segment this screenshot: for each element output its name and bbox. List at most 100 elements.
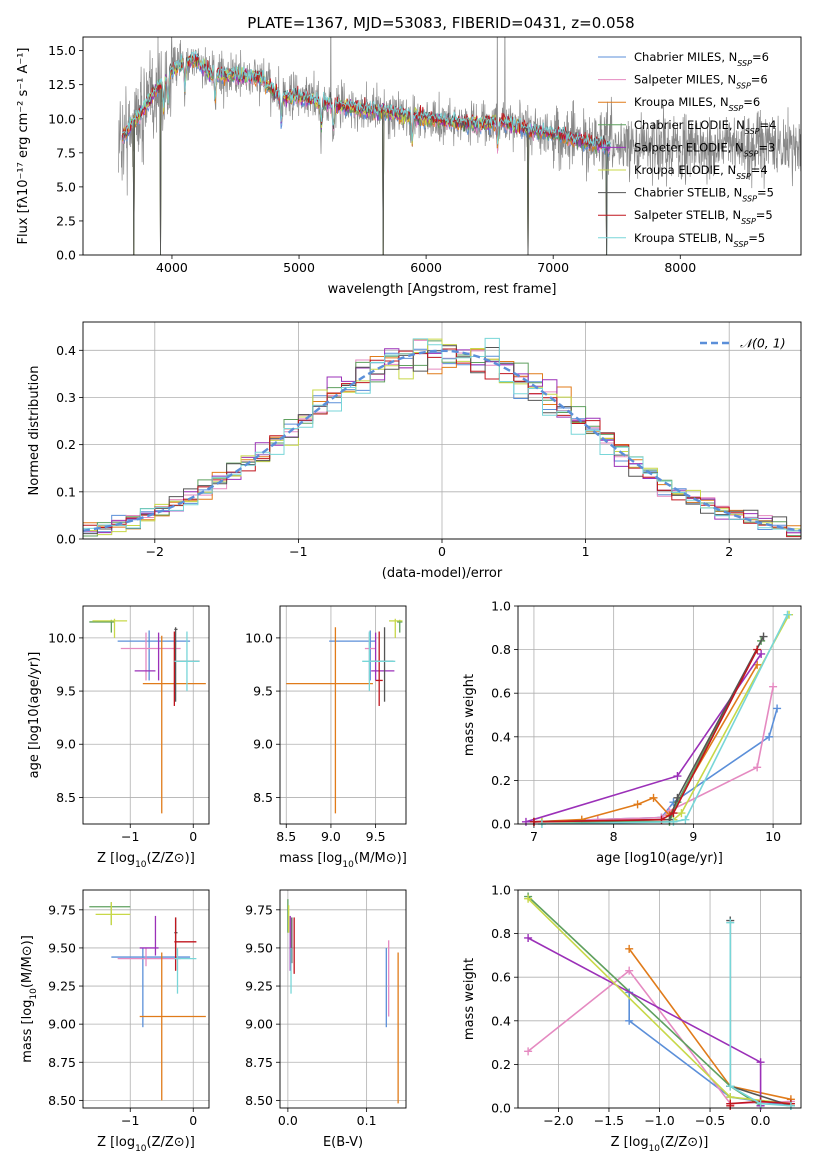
- y-axis-label: mass weight: [462, 958, 477, 1040]
- series-marker-4: [524, 933, 533, 942]
- legend-label-n: =6: [751, 73, 768, 87]
- y-axis-label-sub: 10: [29, 988, 39, 1000]
- y-tick-label: 9.00: [48, 1017, 76, 1032]
- series-marker-4: [756, 1058, 765, 1067]
- y-axis-label-part: mass [log: [20, 1000, 35, 1063]
- legend-label-sub: SSP: [736, 172, 751, 181]
- y-tick-label: 8.5: [56, 790, 76, 805]
- y-axis-label: Normed distribution: [27, 366, 42, 496]
- y-tick-label: 0.3: [56, 390, 76, 405]
- axes-frame: [517, 889, 802, 1109]
- y-tick-label: 9.0: [56, 737, 76, 752]
- x-tick-label: 9: [689, 829, 697, 844]
- legend-label-text: Kroupa ELODIE, N: [634, 163, 736, 177]
- y-tick-label: 0.8: [491, 926, 511, 941]
- panel-age-vs-mass: 8.5 9.0 9.5 8.5 9.0 9.5 10.0 mass [log10(M/M⊙)]: [245, 605, 407, 870]
- series-line-3: [527, 895, 762, 1107]
- axes-frame: [279, 605, 407, 825]
- y-tick-label: 7.5: [56, 145, 76, 160]
- x-axis-label: E(B-V): [323, 1135, 363, 1150]
- legend-label-text: Salpeter MILES, N: [634, 73, 736, 87]
- x-tick-label: 7: [530, 829, 538, 844]
- x-axis-label-sub: 10: [342, 860, 354, 870]
- axes-frame: [82, 36, 802, 256]
- series-line-8: [541, 614, 789, 824]
- y-tick-label: 9.5: [253, 684, 273, 699]
- legend-label-sub: SSP: [734, 239, 749, 248]
- y-tick-label: 12.5: [48, 77, 76, 92]
- x-axis-label-part: Z [log: [97, 851, 135, 866]
- y-tick-label: 0.4: [491, 1013, 511, 1028]
- x-axis-label: wavelength [Angstrom, rest frame]: [328, 282, 557, 297]
- series-marker-0: [773, 704, 782, 713]
- x-tick-label: −0.5: [695, 1113, 725, 1128]
- model-spectrum-8: [122, 50, 611, 153]
- x-axis-label-part: (Z/Z⊙)]: [147, 1135, 195, 1150]
- axes-frame: [279, 889, 407, 1109]
- series-line-6: [533, 636, 765, 823]
- y-tick-label: 0.0: [56, 532, 76, 547]
- y-tick-label: 1.0: [491, 599, 511, 614]
- legend-label-n: =3: [758, 140, 775, 154]
- legend-label-sub: SSP: [745, 126, 760, 135]
- y-tick-label: 8.75: [48, 1055, 76, 1070]
- x-tick-label: 4000: [156, 260, 188, 275]
- legend-label-sub: SSP: [737, 59, 752, 68]
- y-tick-label: 9.0: [253, 737, 273, 752]
- y-tick-label: 8.50: [245, 1093, 273, 1108]
- legend-label-text: Kroupa STELIB, N: [634, 231, 734, 245]
- y-tick-label: 2.5: [56, 213, 76, 228]
- legend-label: Chabrier STELIB, NSSP=5: [634, 186, 774, 204]
- series-marker-1: [769, 682, 778, 691]
- x-tick-label: −2: [146, 544, 164, 559]
- x-tick-label: 0.0: [751, 1113, 771, 1128]
- series-marker-4: [673, 772, 682, 781]
- legend-label-text: Chabrier ELODIE, N: [634, 118, 745, 132]
- axes-frame: [82, 605, 210, 825]
- series-marker-6: [673, 793, 682, 802]
- series-marker-8: [786, 1101, 795, 1110]
- legend-label-text: Chabrier STELIB, N: [634, 186, 742, 200]
- series-marker-8: [726, 918, 735, 927]
- series-marker-2: [625, 944, 634, 953]
- x-tick-label: −2.0: [543, 1113, 573, 1128]
- y-tick-label: 8.5: [253, 790, 273, 805]
- legend-label-sub: SSP: [729, 104, 744, 113]
- series-line-5: [541, 614, 790, 823]
- x-axis-label-sub: 10: [135, 1144, 147, 1154]
- y-tick-label: 0.0: [56, 248, 76, 263]
- x-axis-label-sub: 10: [649, 1144, 661, 1154]
- series-line-8: [729, 922, 791, 1107]
- series-marker-8: [681, 815, 690, 824]
- series-marker-7: [529, 817, 538, 826]
- series-marker-2: [649, 793, 658, 802]
- panel-mass-vs-z: −1 08.508.759.009.259.509.75Z [log10(Z/Z⊙…: [20, 889, 210, 1154]
- x-axis-label-part: (Z/Z⊙)]: [147, 851, 195, 866]
- legend-label-text: Chabrier MILES, N: [634, 50, 737, 64]
- y-tick-label: 0.0: [491, 817, 511, 832]
- series-marker-8: [669, 817, 678, 826]
- x-axis-label: Z [log10(Z/Z⊙)]: [97, 1135, 195, 1154]
- y-axis-label-part: (M/M⊙)]: [20, 935, 35, 988]
- legend-label-sub: SSP: [744, 149, 759, 158]
- legend-label: Kroupa MILES, NSSP=6: [634, 95, 760, 113]
- x-axis-label-part: mass [log: [279, 851, 342, 866]
- y-tick-label: 10.0: [48, 630, 76, 645]
- figure-title: PLATE=1367, MJD=53083, FIBERID=0431, z=0…: [247, 14, 634, 32]
- series-marker-1: [524, 1047, 533, 1056]
- axes-frame: [517, 605, 802, 825]
- y-tick-label: 0.2: [491, 773, 511, 788]
- legend-label-sub: SSP: [736, 81, 751, 90]
- y-axis-label: mass [log10(M/M⊙)]: [20, 935, 39, 1063]
- x-tick-label: 0: [189, 829, 197, 844]
- x-axis-label: Z [log10(Z/Z⊙)]: [611, 1135, 709, 1154]
- x-tick-label: −1: [121, 1113, 139, 1128]
- series-marker-0: [765, 732, 774, 741]
- series-line-3: [541, 640, 762, 823]
- series-marker-7: [753, 645, 762, 654]
- x-tick-label: 0: [189, 1113, 197, 1128]
- x-axis-label: (data-model)/error: [382, 566, 503, 581]
- x-tick-label: 1: [582, 544, 590, 559]
- x-tick-label: 10: [765, 829, 781, 844]
- y-tick-label: 8.75: [245, 1055, 273, 1070]
